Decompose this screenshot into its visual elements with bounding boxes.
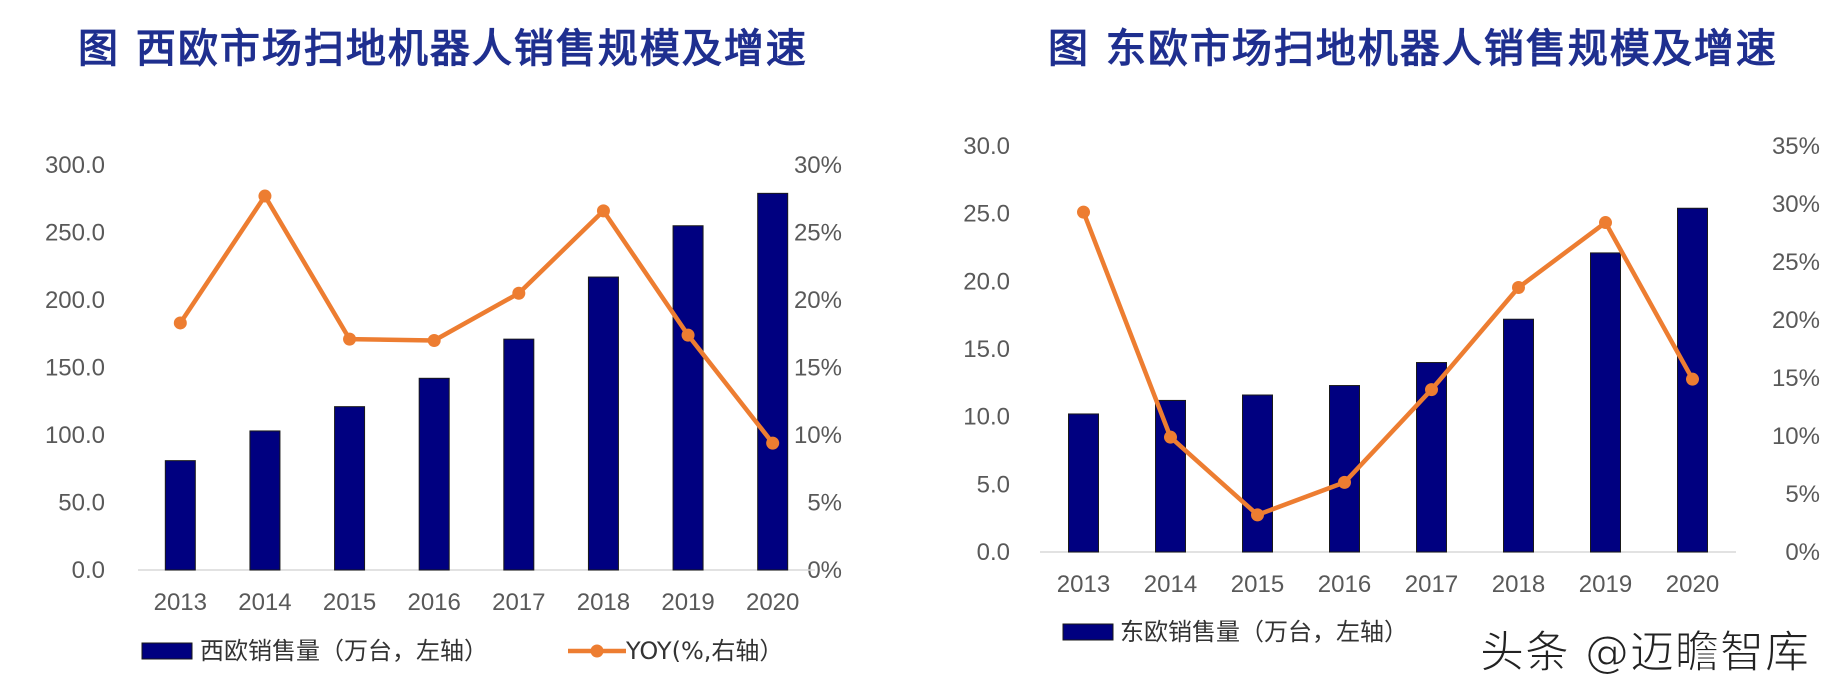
x-tick-label: 2020 — [1666, 571, 1719, 598]
chart-title-left: 图 西欧市场扫地机器人销售规模及增速 — [78, 25, 808, 72]
x-tick-label: 2019 — [661, 589, 714, 616]
legend-line-marker — [590, 644, 604, 658]
yoy-point — [343, 332, 357, 346]
bar — [757, 192, 789, 571]
y-right-tick-label: 35% — [1772, 133, 1820, 160]
x-tick-label: 2013 — [1057, 571, 1110, 598]
y-left-tick-label: 20.0 — [963, 268, 1010, 295]
bar — [1242, 394, 1273, 553]
legend-bar-label: 西欧销售量（万台，左轴） — [200, 637, 488, 665]
yoy-point — [427, 334, 441, 347]
y-right-tick-label: 30% — [1772, 191, 1820, 218]
y-right-tick-label: 10% — [794, 422, 842, 449]
y-left-tick-label: 0.0 — [977, 539, 1010, 566]
chart-title-right: 图 东欧市场扫地机器人销售规模及增速 — [1048, 25, 1778, 72]
yoy-point — [512, 286, 526, 300]
bar — [1503, 318, 1534, 553]
y-right-tick-label: 10% — [1772, 423, 1820, 450]
x-tick-label: 2016 — [407, 589, 460, 616]
yoy-point — [173, 316, 187, 330]
y-right-tick-label: 0% — [1785, 539, 1820, 566]
y-left-tick-label: 200.0 — [45, 287, 105, 314]
y-right-tick-label: 5% — [1785, 481, 1820, 508]
y-right-tick-label: 15% — [794, 355, 842, 382]
y-right-tick-label: 25% — [1772, 249, 1820, 276]
y-left-tick-label: 15.0 — [963, 336, 1010, 363]
x-tick-label: 2019 — [1579, 571, 1632, 598]
bar — [164, 460, 196, 571]
x-tick-label: 2018 — [1492, 571, 1545, 598]
y-left-tick-label: 30.0 — [963, 133, 1010, 160]
y-left-tick-label: 250.0 — [45, 220, 105, 247]
y-right-tick-label: 30% — [794, 152, 842, 179]
y-left-tick-label: 50.0 — [58, 490, 105, 517]
y-right-tick-label: 20% — [794, 287, 842, 314]
yoy-point — [766, 436, 780, 450]
x-tick-label: 2015 — [1231, 571, 1284, 598]
bar — [1155, 399, 1186, 553]
bar — [1068, 413, 1099, 553]
bar — [587, 276, 619, 571]
x-tick-label: 2017 — [1405, 571, 1458, 598]
x-tick-label: 2017 — [492, 589, 545, 616]
y-right-tick-label: 15% — [1772, 365, 1820, 392]
yoy-line — [178, 193, 775, 445]
watermark-text: 头条 @迈瞻智库 — [1480, 627, 1810, 679]
y-left-tick-label: 100.0 — [45, 422, 105, 449]
bar — [249, 430, 281, 571]
yoy-point — [1164, 430, 1177, 444]
x-tick-label: 2014 — [238, 589, 291, 616]
bar — [672, 225, 704, 571]
yoy-point — [1338, 475, 1351, 489]
yoy-line — [1081, 211, 1695, 518]
yoy-point — [1425, 383, 1438, 397]
y-left-tick-label: 10.0 — [963, 404, 1010, 431]
y-left-tick-label: 150.0 — [45, 355, 105, 382]
yoy-point — [1599, 216, 1612, 230]
y-left-tick-label: 300.0 — [45, 152, 105, 179]
yoy-point — [258, 189, 272, 203]
bar — [1590, 252, 1621, 553]
x-tick-label: 2015 — [323, 589, 376, 616]
y-left-tick-label: 25.0 — [963, 201, 1010, 228]
chart-west-europe: 0.050.0100.0150.0200.0250.0300.00%5%10%1… — [45, 152, 842, 665]
yoy-point — [1686, 372, 1699, 386]
y-left-tick-label: 0.0 — [72, 557, 105, 584]
x-tick-label: 2014 — [1144, 571, 1197, 598]
yoy-point — [596, 204, 610, 218]
legend-bar-swatch — [1062, 623, 1114, 641]
y-right-tick-label: 25% — [794, 220, 842, 247]
legend-line-label: YOY(%,右轴） — [625, 637, 783, 665]
yoy-point — [1251, 508, 1264, 522]
y-left-tick-label: 5.0 — [977, 471, 1010, 498]
yoy-point — [1512, 281, 1525, 295]
legend-bar-label: 东欧销售量（万台，左轴） — [1120, 618, 1408, 646]
yoy-point — [681, 328, 695, 342]
legend-bar-swatch — [141, 642, 193, 660]
bar — [334, 406, 366, 571]
bar — [503, 338, 535, 571]
x-tick-label: 2013 — [154, 589, 207, 616]
y-right-tick-label: 20% — [1772, 307, 1820, 334]
x-tick-label: 2018 — [577, 589, 630, 616]
x-tick-label: 2016 — [1318, 571, 1371, 598]
y-right-tick-label: 5% — [807, 490, 842, 517]
x-tick-label: 2020 — [746, 589, 799, 616]
bar — [418, 377, 450, 571]
yoy-point — [1077, 205, 1090, 219]
